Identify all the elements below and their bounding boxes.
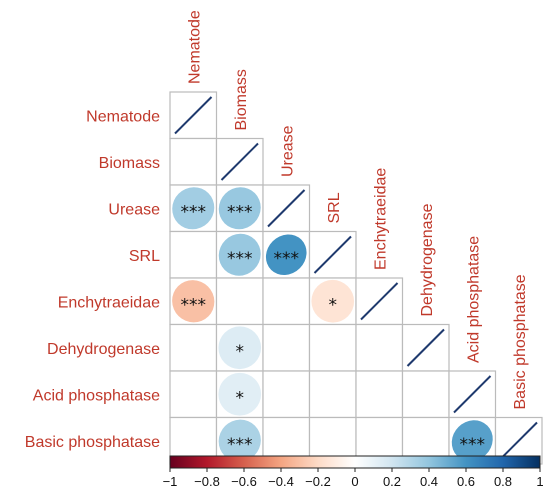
colorbar-tick-label: 0.4 <box>420 474 438 489</box>
row-label-acid-phosphatase: Acid phosphatase <box>33 387 160 404</box>
grid-cell-dehydrogenase-enchytraeidae <box>355 323 404 372</box>
corr-cell-dehydrogenase-biomass: * <box>218 326 262 370</box>
diagonal-layer <box>174 96 538 460</box>
colorbar-tick-label: 1 <box>536 474 543 489</box>
corr-cell-basic-phosphatase-acid-phosphatase: *** <box>451 420 493 462</box>
colorbar-tick-label: 0.2 <box>383 474 401 489</box>
diagonal-mark-basic-phosphatase <box>499 421 538 460</box>
col-label-enchytraeidae: Enchytraeidae <box>372 168 389 270</box>
col-label-acid-phosphatase: Acid phosphatase <box>465 236 482 363</box>
colorbar-tick-label: −0.6 <box>231 474 257 489</box>
grid-cell-acid-phosphatase-enchytraeidae <box>355 370 404 419</box>
row-label-dehydrogenase: Dehydrogenase <box>47 341 160 358</box>
row-label-enchytraeidae: Enchytraeidae <box>58 294 160 311</box>
corr-ellipse <box>172 280 215 323</box>
grid-cell-dehydrogenase-nematode <box>169 323 218 372</box>
corr-cell-basic-phosphatase-biomass: *** <box>218 419 261 462</box>
col-label-basic-phosphatase: Basic phosphatase <box>512 274 529 409</box>
diagonal-mark-urease <box>267 189 306 228</box>
grid-cell-srl-nematode <box>169 230 218 279</box>
col-label-srl: SRL <box>326 192 343 223</box>
diagonal-mark-biomass <box>220 142 259 181</box>
corr-ellipse <box>265 234 307 276</box>
corr-ellipse <box>218 326 262 370</box>
colorbar-tick-label: −0.8 <box>194 474 220 489</box>
corr-cell-enchytraeidae-nematode: *** <box>172 280 215 323</box>
diagonal-mark-acid-phosphatase <box>453 375 492 414</box>
corr-cell-acid-phosphatase-biomass: * <box>218 372 262 416</box>
significance-label: * <box>236 388 245 408</box>
significance-label: *** <box>227 249 253 269</box>
grid-cell-enchytraeidae-urease <box>262 277 311 326</box>
colorbar-tick-label: 0.6 <box>457 474 475 489</box>
row-label-basic-phosphatase: Basic phosphatase <box>25 434 160 451</box>
col-label-nematode: Nematode <box>186 10 203 84</box>
corr-cell-enchytraeidae-srl: * <box>311 279 355 323</box>
corr-ellipse <box>218 419 261 462</box>
row-label-urease: Urease <box>108 201 160 218</box>
row-label-srl: SRL <box>129 248 160 265</box>
row-label-biomass: Biomass <box>99 155 160 172</box>
grid-cell-enchytraeidae-biomass <box>215 277 264 326</box>
corr-ellipse <box>218 372 262 416</box>
corr-cell-urease-biomass: *** <box>218 187 261 230</box>
col-label-dehydrogenase: Dehydrogenase <box>419 203 436 316</box>
significance-label: *** <box>460 435 486 455</box>
colorbar-tick-label: −0.2 <box>305 474 331 489</box>
corr-cell-urease-nematode: *** <box>172 187 215 230</box>
grid-cell-acid-phosphatase-srl <box>308 370 357 419</box>
corr-ellipse <box>172 187 215 230</box>
significance-label: *** <box>227 435 253 455</box>
col-label-urease: Urease <box>279 125 296 177</box>
cell-layer: *** ****** ****** ****** *** <box>172 187 493 462</box>
diagonal-mark-dehydrogenase <box>406 328 445 367</box>
corr-ellipse <box>311 279 355 323</box>
colorbar: −1 −0.8 −0.6 −0.4 −0.2 0 0.2 0.4 0.6 0.8 1 <box>163 455 544 489</box>
colorbar-tick-label: 0.8 <box>494 474 512 489</box>
corr-cell-srl-biomass: *** <box>218 233 261 276</box>
diagonal-mark-enchytraeidae <box>360 282 399 321</box>
colorbar-gradient <box>169 455 541 469</box>
significance-label: *** <box>274 249 300 269</box>
significance-label: * <box>329 295 338 315</box>
significance-label: * <box>236 342 245 362</box>
grid-cell-dehydrogenase-urease <box>262 323 311 372</box>
grid-cell-biomass-nematode <box>169 137 218 186</box>
col-label-biomass: Biomass <box>233 69 250 130</box>
grid-cell-acid-phosphatase-nematode <box>169 370 218 419</box>
corr-ellipse <box>218 233 261 276</box>
label-layer: Nematode Biomass Urease SRL Enchytraeidae Deh… <box>25 10 529 451</box>
significance-label: *** <box>227 202 253 222</box>
colorbar-tick-label: 0 <box>351 474 358 489</box>
diagonal-mark-nematode <box>174 96 213 135</box>
grid-cell-dehydrogenase-srl <box>308 323 357 372</box>
diagonal-mark-srl <box>313 235 352 274</box>
corr-ellipse <box>451 420 493 462</box>
colorbar-tick-label: −1 <box>163 474 178 489</box>
significance-label: *** <box>181 295 207 315</box>
grid-cell-acid-phosphatase-dehydrogenase <box>401 370 450 419</box>
corr-cell-srl-urease: *** <box>265 234 307 276</box>
corr-ellipse <box>218 187 261 230</box>
colorbar-tick-label: −0.4 <box>268 474 294 489</box>
significance-label: *** <box>181 202 207 222</box>
row-label-nematode: Nematode <box>86 108 160 125</box>
grid-cell-acid-phosphatase-urease <box>262 370 311 419</box>
